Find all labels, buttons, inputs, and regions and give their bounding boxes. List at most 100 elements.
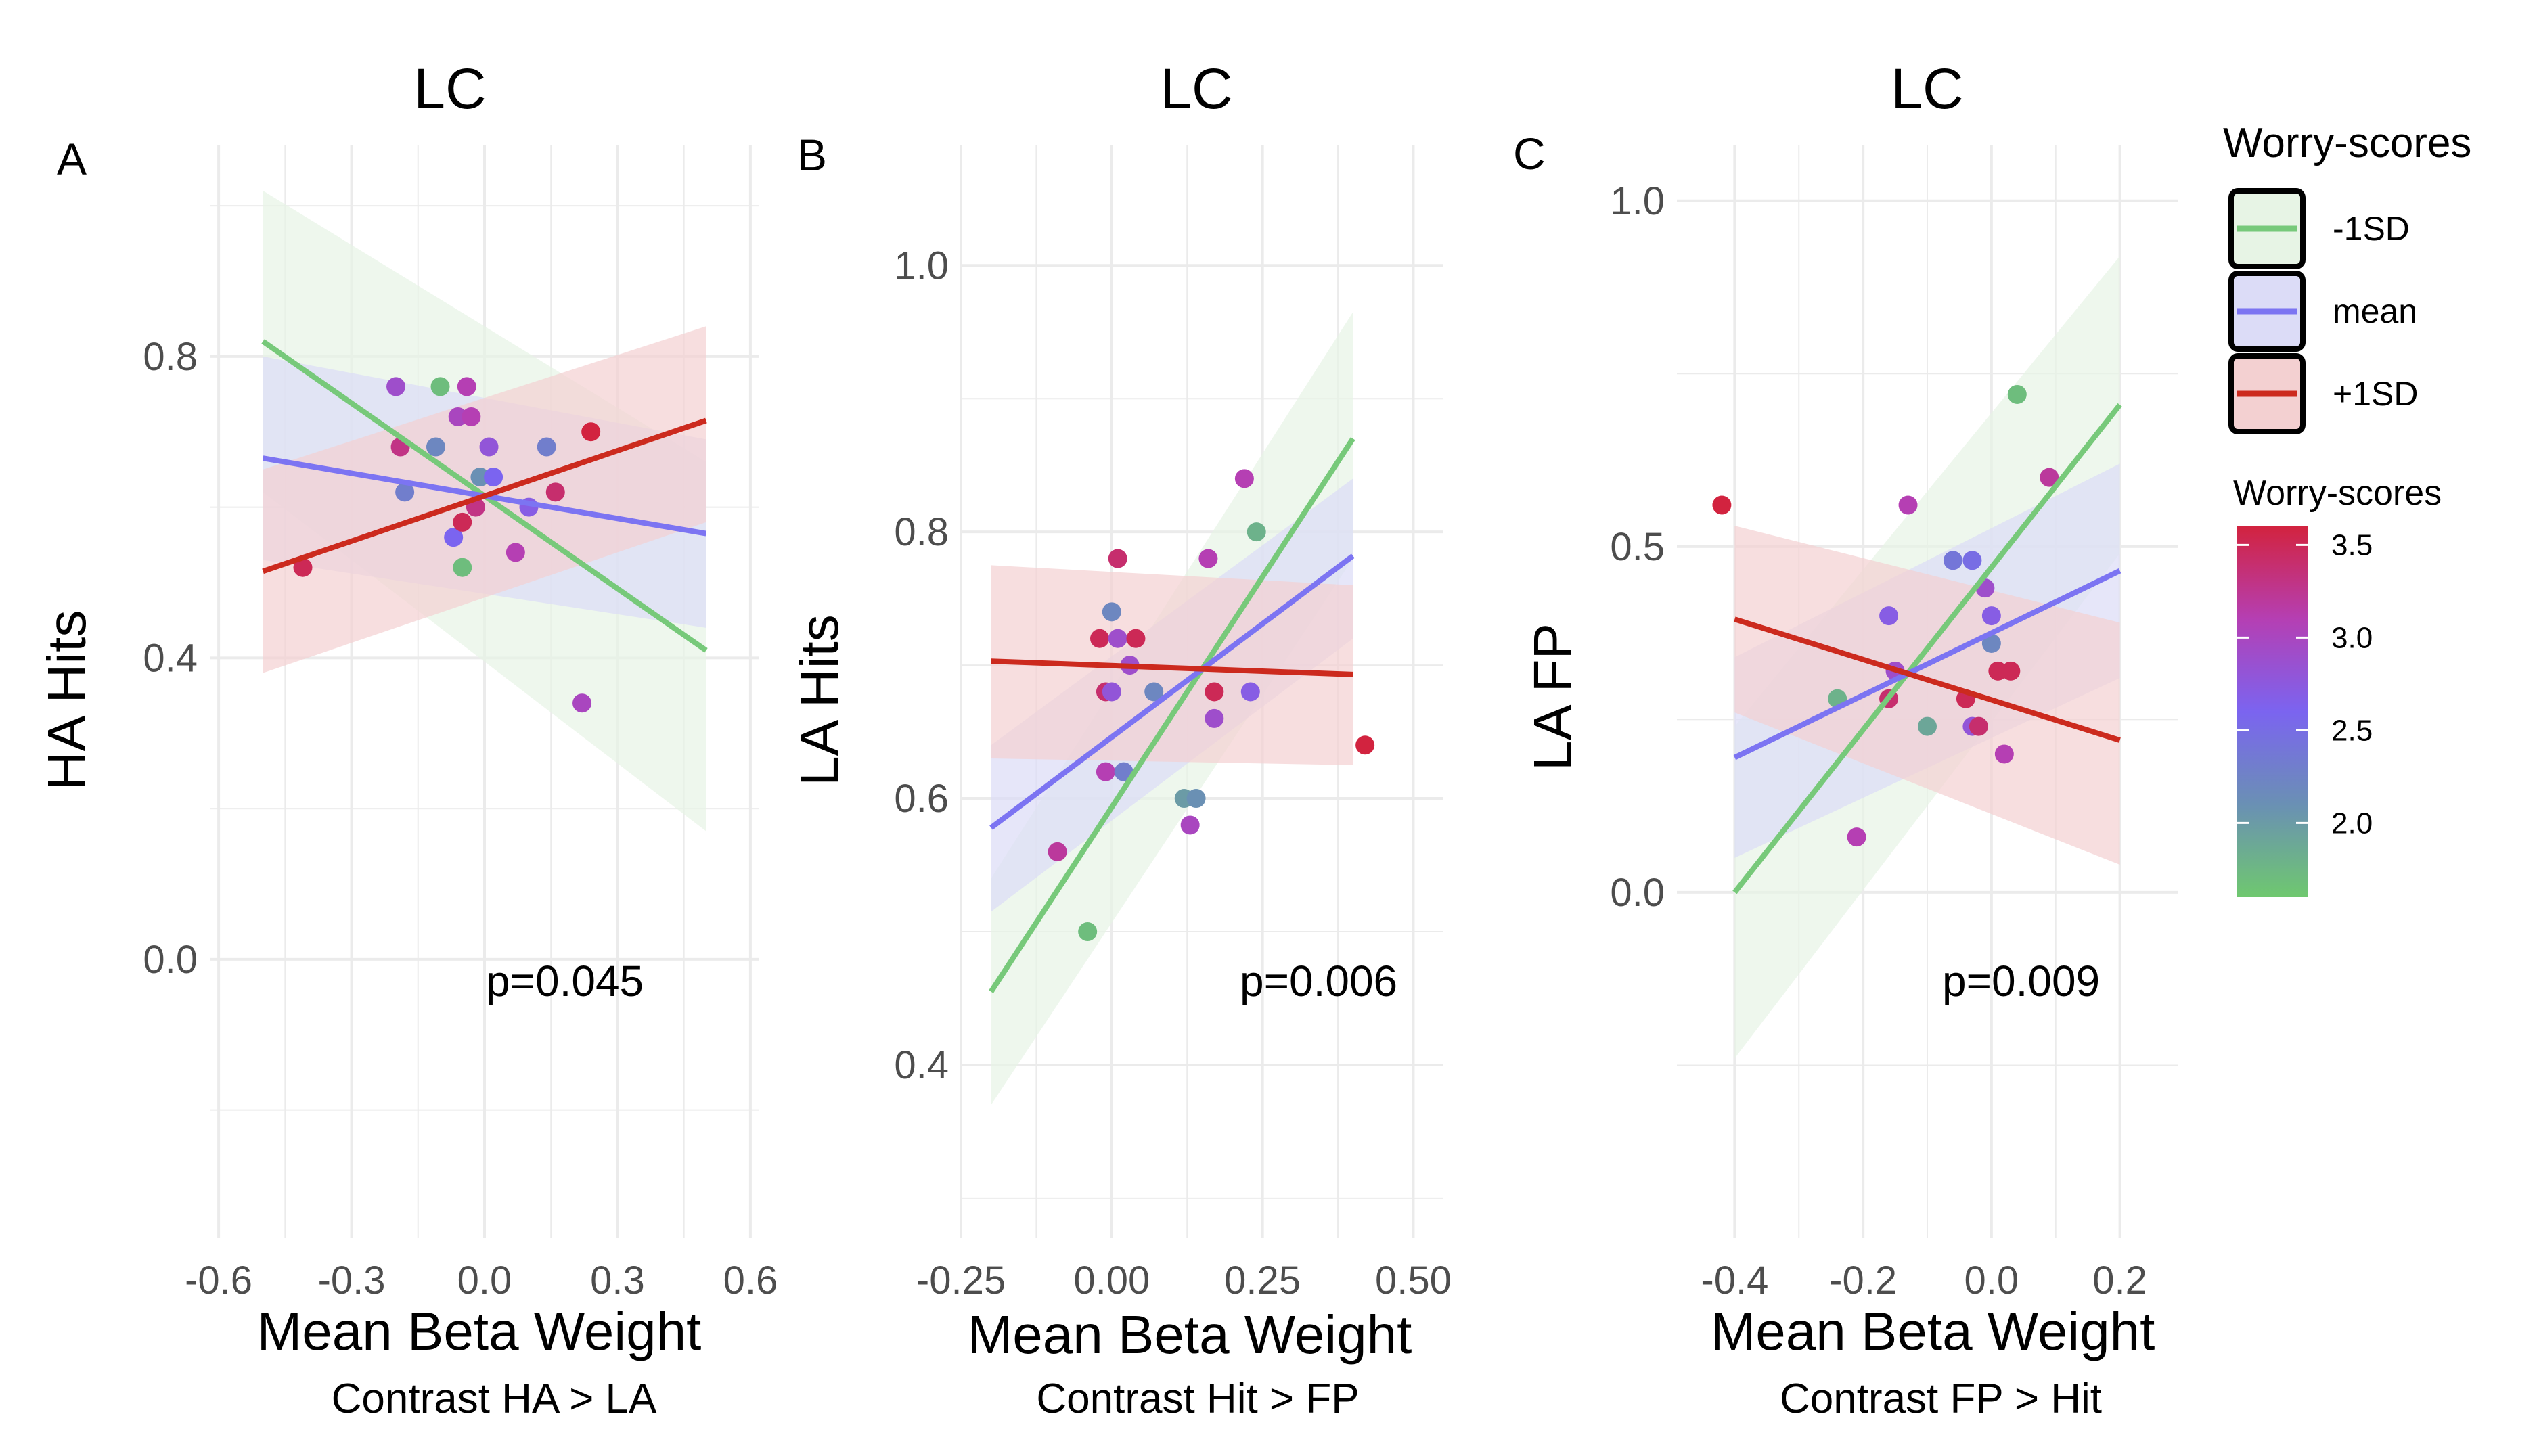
panel-b-plot: -0.25 0.00 0.25 0.50 0.4 0.6 0.8 1.0 — [894, 145, 1452, 1302]
colorbar-title: Worry-scores — [2233, 474, 2442, 513]
panel-b-line-high — [991, 658, 1353, 677]
panel-b-data-point — [1355, 735, 1375, 755]
panel-a-data-point — [444, 528, 464, 547]
panel-c-data-point — [1969, 716, 1988, 736]
panel-b-y-tick-label: 0.6 — [894, 777, 949, 821]
colorbar-tick-label: 3.0 — [2331, 621, 2373, 654]
panel-b-y-tick-label: 0.4 — [894, 1043, 949, 1087]
legend-entry-mean: mean — [2228, 271, 2417, 352]
panel-a-letter: A — [57, 134, 87, 184]
panel-a-data-point — [506, 543, 525, 562]
panel-a-data-point — [470, 468, 490, 487]
panel-a-data-point — [479, 437, 499, 457]
panel-c-x-axis-label: Mean Beta Weight — [1711, 1301, 2155, 1361]
panel-b: LC B -0.25 0.00 0.25 0.50 0.4 0.6 0.8 1.0 LA Hi… — [789, 57, 1452, 1422]
panel-b-data-point — [1205, 708, 1224, 728]
panel-b-data-point — [1186, 789, 1206, 809]
panel-c-data-point — [1981, 606, 2001, 626]
panel-b-line-low — [989, 437, 1355, 993]
panel-a-line-high — [262, 417, 707, 574]
panel-a-contrast-label: Contrast HA > LA — [332, 1375, 657, 1422]
colorbar-tick-label: 2.0 — [2331, 806, 2373, 840]
panel-b-data-point — [1240, 682, 1260, 702]
panel-c-data-point — [1981, 633, 2001, 653]
panel-c-ticks: -0.4 -0.2 0.0 0.2 0.0 0.5 1.0 — [1610, 179, 2147, 1302]
panel-c-line-high — [1734, 616, 2121, 743]
panel-b-data-point — [1108, 629, 1127, 648]
panel-a-y-tick-label: 0.8 — [143, 335, 198, 379]
panel-b-x-axis-label: Mean Beta Weight — [968, 1304, 1412, 1365]
panel-b-data-point — [1108, 549, 1127, 568]
line-legend-title: Worry-scores — [2223, 120, 2471, 166]
panel-a-y-tick-label: 0.0 — [143, 938, 198, 982]
panel-a-x-tick-label: -0.6 — [185, 1258, 252, 1302]
panel-c-points — [1712, 384, 2059, 847]
panel-a-regression-lines — [261, 339, 708, 653]
panel-a-data-point — [484, 468, 503, 487]
panel-a-data-point — [572, 693, 592, 713]
panel-c-confidence-bands — [1734, 256, 2120, 1059]
panel-b-x-tick-label: -0.25 — [916, 1258, 1006, 1302]
panel-c-letter: C — [1513, 129, 1546, 179]
panel-a-data-point — [395, 482, 415, 502]
panel-c-x-tick-label: -0.4 — [1701, 1258, 1768, 1302]
panel-c-data-point — [1898, 495, 1918, 515]
panel-b-letter: B — [797, 130, 827, 180]
panel-c-data-point — [1712, 495, 1732, 515]
panel-b-data-point — [1205, 682, 1224, 702]
panel-c-data-point — [1962, 551, 1982, 570]
panel-c-line-mean — [1733, 568, 2121, 760]
panel-c-data-point — [2001, 661, 2021, 681]
legend-label-high: +1SD — [2333, 375, 2418, 413]
legend-entry-low: -1SD — [2228, 188, 2410, 269]
panel-a-data-point — [457, 377, 476, 396]
panel-b-line-mean — [989, 553, 1355, 830]
panel-a-data-point — [537, 437, 556, 457]
panel-a-data-point — [453, 512, 472, 532]
panel-c-p-value: p=0.009 — [1942, 957, 2100, 1005]
panel-a-data-point — [386, 377, 406, 396]
panel-b-x-tick-label: 0.00 — [1073, 1258, 1150, 1302]
panel-c: LC C -0.4 -0.2 0.0 0.2 0.0 0.5 1.0 LA FP Mean … — [1513, 57, 2178, 1422]
panel-a-ci-band-high — [263, 326, 706, 673]
panel-b-title: LC — [1160, 57, 1232, 120]
panel-a-data-point — [426, 437, 445, 457]
panel-b-data-point — [1078, 922, 1098, 942]
panel-b-ticks: -0.25 0.00 0.25 0.50 0.4 0.6 0.8 1.0 — [894, 244, 1452, 1302]
panel-c-x-tick-label: -0.2 — [1829, 1258, 1897, 1302]
panel-a-x-tick-label: 0.6 — [723, 1258, 778, 1302]
panel-a-plot: -0.6 -0.3 0.0 0.3 0.6 0.0 0.4 0.8 — [143, 145, 778, 1302]
panel-b-data-point — [1096, 762, 1115, 781]
panel-a-data-point — [293, 558, 313, 577]
panel-a-data-point — [453, 558, 472, 577]
panel-c-data-point — [1847, 827, 1866, 847]
panel-b-data-point — [1247, 522, 1266, 542]
panel-a-data-point — [462, 407, 481, 426]
panel-b-data-point — [1090, 629, 1109, 648]
panel-b-data-point — [1180, 815, 1200, 835]
legend-label-mean: mean — [2333, 292, 2417, 330]
panel-b-x-tick-label: 0.50 — [1375, 1258, 1452, 1302]
panel-c-x-tick-label: 0.0 — [1965, 1258, 2019, 1302]
panel-c-data-point — [2040, 468, 2059, 487]
panel-a: LC A -0.6 -0.3 0.0 0.3 0.60.00.40.8 HA Hits … — [37, 57, 778, 1422]
colorbar-tick-label: 3.5 — [2331, 528, 2373, 562]
panel-c-title: LC — [1891, 57, 1963, 120]
panel-b-points — [1048, 469, 1375, 942]
panel-b-data-point — [1234, 469, 1254, 488]
panel-c-data-point — [1943, 551, 1962, 570]
panel-a-data-point — [581, 422, 601, 442]
panel-c-data-point — [2007, 384, 2027, 404]
line-legend: Worry-scores -1SD mean +1SD — [2223, 120, 2471, 434]
panel-a-data-point — [430, 377, 450, 396]
panel-b-regression-lines — [989, 437, 1355, 993]
panel-a-y-axis-label: HA Hits — [37, 610, 97, 791]
panel-a-data-point — [448, 407, 468, 426]
panel-c-ci-band-high — [1734, 526, 2120, 865]
panel-c-regression-lines — [1732, 403, 2122, 894]
colorbar — [2237, 526, 2308, 897]
panel-c-data-point — [1918, 716, 1937, 736]
colorbar-legend: Worry-scores 3.5 3.0 2.5 2.0 — [2233, 474, 2442, 897]
panel-b-y-axis-label: LA Hits — [789, 614, 849, 786]
panel-a-x-axis-label: Mean Beta Weight — [257, 1301, 702, 1361]
